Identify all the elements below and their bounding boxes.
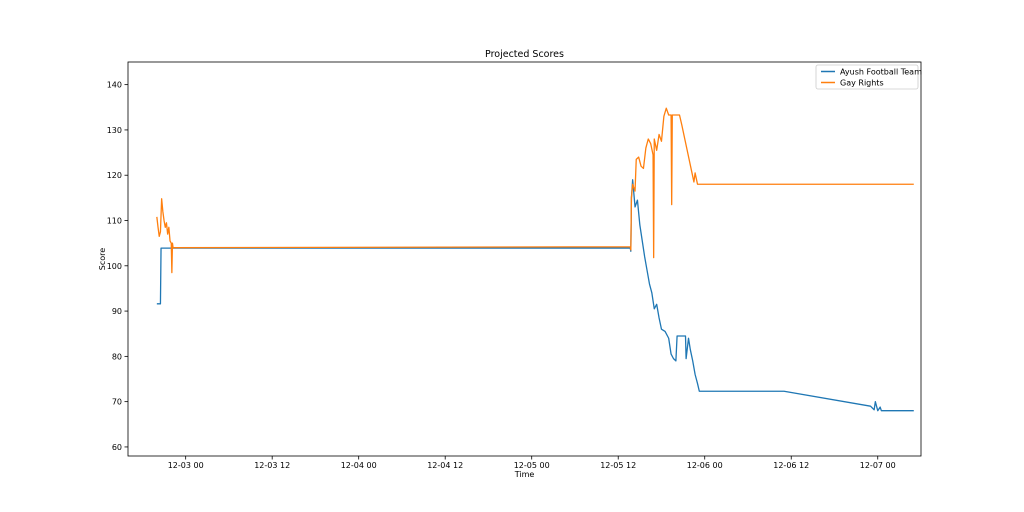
x-tick-label-12-07-00: 12-07 00 bbox=[860, 461, 896, 470]
legend-box bbox=[815, 64, 919, 90]
y-axis-label: Score bbox=[98, 248, 107, 270]
y-tick-label-140: 140 bbox=[107, 81, 122, 90]
series-line-ayush-football-team bbox=[156, 179, 914, 412]
x-tick-label-12-03-12: 12-03 12 bbox=[254, 461, 290, 470]
x-axis: 12-03 00 12-03 12 12-04 00 12-04 12 12-05 00… bbox=[168, 456, 896, 470]
y-tick-label-100: 100 bbox=[107, 262, 122, 271]
plot-frame bbox=[127, 61, 922, 457]
y-tick-label-80: 80 bbox=[112, 352, 122, 361]
y-tick-label-120: 120 bbox=[107, 171, 122, 180]
x-tick-label-12-05-00: 12-05 00 bbox=[514, 461, 550, 470]
x-tick-label-12-05-12: 12-05 12 bbox=[600, 461, 636, 470]
x-tick-label-12-03-00: 12-03 00 bbox=[168, 461, 204, 470]
x-tick-label-12-04-12: 12-04 12 bbox=[427, 461, 463, 470]
y-tick-label-70: 70 bbox=[112, 398, 122, 407]
y-axis: 60 70 80 90 100 110 120 130 140 bbox=[107, 81, 128, 452]
chart-title: Projected Scores bbox=[485, 49, 564, 60]
series-layer bbox=[156, 107, 914, 412]
x-tick-label-12-06-12: 12-06 12 bbox=[773, 461, 809, 470]
y-tick-label-130: 130 bbox=[107, 126, 122, 135]
x-tick-label-12-06-00: 12-06 00 bbox=[687, 461, 723, 470]
x-tick-label-12-04-00: 12-04 00 bbox=[341, 461, 377, 470]
legend-label-ayush-football-team: Ayush Football Team bbox=[840, 68, 922, 77]
y-tick-label-90: 90 bbox=[112, 307, 122, 316]
series-line-gay-rights bbox=[156, 107, 914, 274]
legend-label-gay-rights: Gay Rights bbox=[840, 79, 884, 88]
legend: Ayush Football Team Gay Rights bbox=[815, 64, 922, 90]
y-tick-label-60: 60 bbox=[112, 443, 122, 452]
y-tick-label-110: 110 bbox=[107, 217, 122, 226]
x-axis-label: Time bbox=[514, 470, 535, 479]
